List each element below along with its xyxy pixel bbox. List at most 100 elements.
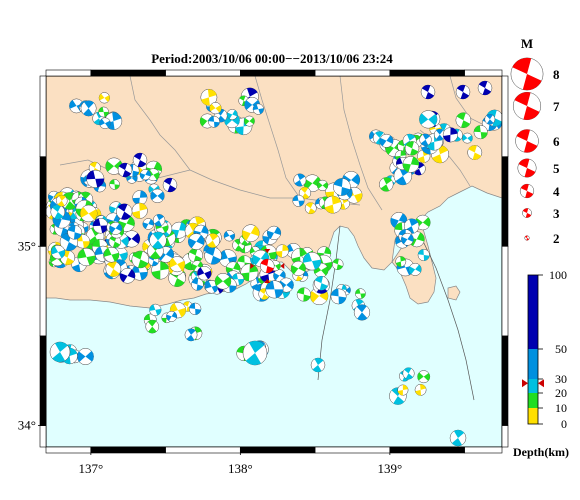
mechanism-beachball (200, 88, 218, 106)
mechanism-beachball (116, 203, 133, 220)
mechanism-beachball (204, 247, 222, 265)
latitude-tick-labels: 34° 35° (18, 238, 46, 432)
frame-bar-top (45, 69, 92, 77)
mechanism-beachball (109, 179, 120, 190)
frame-bar-top (314, 69, 391, 77)
mechanism-beachball (105, 261, 122, 277)
mechanism-beachball (402, 156, 420, 173)
mechanism-beachball (197, 266, 212, 281)
mechanism-beachball (404, 141, 420, 156)
mechanism-beachball (119, 268, 136, 284)
frame-bar-right (501, 156, 509, 247)
magnitude-legend-ball (517, 158, 537, 178)
colorbar-band (528, 349, 538, 379)
frame-bar-top (389, 69, 465, 77)
frame-bar-right (501, 245, 509, 337)
mechanism-beachball (77, 348, 94, 365)
mechanism-beachball (191, 278, 204, 291)
magnitude-legend-ball (524, 235, 530, 241)
map-title: Period:2003/10/06 00:00−−2013/10/06 23:2… (151, 51, 393, 66)
mechanism-beachball (80, 204, 98, 223)
frame-bar-bottom (314, 446, 391, 454)
mechanism-beachball (151, 261, 170, 280)
mechanism-beachball (293, 173, 307, 187)
mechanism-beachball (417, 248, 430, 262)
colorbar-tick-label: 100 (549, 268, 567, 282)
mechanism-beachball (316, 179, 329, 191)
mechanism-beachball (419, 133, 432, 146)
colorbar-band (528, 379, 538, 393)
mechanism-beachball (395, 256, 407, 267)
mechanism-beachball (302, 251, 322, 271)
magnitude-legend: M 8 7 6 5 4 3 2 (510, 36, 560, 246)
mechanism-beachball (265, 280, 284, 299)
deep-mechanism-beachball (420, 84, 436, 100)
mechanism-beachball (77, 248, 96, 267)
colorbar-band (528, 408, 538, 424)
mechanism-beachball (109, 221, 123, 235)
magnitude-legend-label: 8 (553, 67, 560, 82)
depth-marker (522, 379, 544, 388)
lat-tick-label: 34° (18, 417, 36, 432)
frame-bar-bottom (90, 446, 166, 454)
mechanism-beachball (252, 103, 264, 115)
deep-mechanism-beachball (132, 152, 148, 168)
mechanism-beachball (51, 245, 66, 260)
large-mechanism-beachball (242, 340, 268, 366)
mechanism-beachball (243, 115, 255, 127)
colorbar-tick-label: 50 (555, 342, 567, 356)
mechanism-beachball (241, 224, 260, 242)
magnitude-legend-label: 4 (553, 184, 560, 199)
mechanism-beachball (433, 128, 446, 141)
mechanism-beachball (98, 92, 111, 104)
frame-bar-right (501, 335, 509, 426)
deep-mechanism-beachball (162, 177, 178, 193)
mechanism-beachball (379, 133, 394, 148)
frame-bar-left (39, 156, 47, 247)
mechanism-beachball (402, 367, 415, 380)
mechanism-beachball (333, 178, 351, 196)
mechanism-beachball (330, 288, 347, 305)
colorbar-tick-label: 10 (555, 401, 567, 415)
target-event-beachball (260, 258, 275, 274)
depth-colorbar-label: Depth(km) (513, 445, 569, 459)
mechanism-beachball (303, 174, 322, 193)
frame-bar-left (39, 425, 47, 448)
large-mechanism-beachball (310, 357, 326, 373)
mechanism-beachball (67, 224, 83, 240)
mechanism-beachball (99, 117, 111, 129)
magnitude-legend-ball (515, 129, 539, 153)
target-pointer (264, 248, 271, 253)
mechanism-beachball (408, 262, 422, 276)
deep-mechanism-beachball (117, 162, 133, 178)
mechanism-beachball (86, 169, 105, 188)
deep-mechanism-beachball (477, 80, 493, 96)
magnitude-legend-label: 6 (553, 134, 560, 149)
magnitude-legend-label: 7 (553, 99, 560, 114)
mechanism-beachball (169, 256, 186, 273)
frame-bar-left (39, 245, 47, 337)
mechanism-beachball (80, 100, 97, 117)
magnitude-legend-ball (522, 208, 532, 218)
mechanism-beachball (214, 273, 232, 290)
colorbar-frame (527, 274, 539, 425)
mechanism-beachball (103, 246, 120, 263)
mechanism-beachball (131, 202, 148, 219)
mechanism-beachball (314, 275, 329, 291)
mechanism-beachball (205, 233, 221, 248)
mechanism-beachball (92, 217, 109, 234)
mechanism-beachball (149, 231, 167, 250)
frame-bar-bottom (389, 446, 465, 454)
mechanism-beachball (226, 109, 238, 120)
mechanism-beachball (323, 195, 342, 214)
lon-tick-label: 138° (228, 461, 253, 476)
large-mechanism-beachball (49, 341, 71, 363)
colorbar-tick-label: 30 (555, 372, 567, 386)
mechanism-beachball (98, 106, 109, 118)
colorbar-tick-label: 0 (561, 417, 567, 431)
frame-bar-top (90, 69, 166, 77)
mechanism-beachball (50, 204, 66, 220)
magnitude-legend-label: 3 (553, 206, 560, 221)
mechanism-beachball (139, 169, 151, 181)
